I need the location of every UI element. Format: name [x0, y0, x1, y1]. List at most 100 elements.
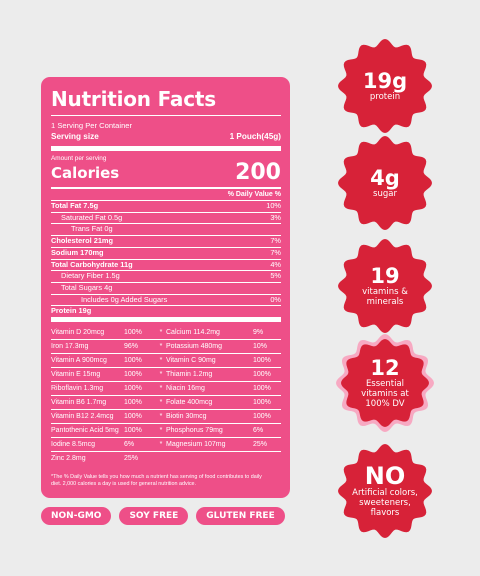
nutrient-dv: 10% — [266, 201, 281, 210]
nutrient-name: Total Fat 7.5g — [51, 201, 99, 210]
badge-caption: Artificial colors, sweeteners, flavors — [352, 488, 418, 518]
scalloped-badge-shape — [338, 444, 432, 538]
non-gmo-pill: NON-GMO — [41, 507, 112, 525]
nutrient-name: Protein 19g — [51, 306, 92, 316]
vitamin-dv: 100% — [253, 357, 271, 365]
vitamin-dv: 100% — [124, 371, 142, 379]
protein-badge: 19g protein — [335, 36, 435, 136]
vitamin-dv: 10% — [253, 343, 268, 351]
nutrition-facts-panel: Nutrition Facts 1 Serving Per Container … — [41, 77, 290, 498]
vitamin-dv: 100% — [124, 385, 142, 393]
vitamin-row: Iodine 8.5mcg 6% * — [51, 438, 166, 453]
nutrient-name: Includes 0g Added Sugars — [81, 294, 168, 304]
divider — [51, 258, 281, 260]
vitamin-dv: 100% — [124, 413, 142, 421]
nutrient-row: Dietary Fiber 1.5g 5% — [51, 271, 281, 282]
vitamin-row: Thiamin 1.2mg 100% — [166, 368, 281, 383]
badge-caption: protein — [369, 92, 401, 102]
vitamin-name: Pantothenic Acid 5mg — [51, 427, 119, 435]
vitamin-name: Iron 17.3mg — [51, 343, 89, 351]
vitamin-name: Potassium 480mg — [166, 343, 223, 351]
vitamin-name: Zinc 2.8mg — [51, 455, 86, 463]
badge-value: 19g — [362, 69, 408, 93]
nutrient-dv: 5% — [270, 271, 281, 281]
divider — [51, 293, 281, 295]
separator-asterisk: * — [159, 413, 163, 421]
separator-asterisk: * — [159, 399, 163, 407]
vitamin-dv: 100% — [124, 357, 142, 365]
nutrient-row: Cholesterol 21mg 7% — [51, 236, 281, 247]
calories-row: Calories 200 — [51, 160, 281, 187]
nutrient-name: Total Sugars 4g — [61, 282, 113, 292]
nutrient-name: Total Carbohydrate 11g — [51, 259, 133, 269]
vitamin-dv: 6% — [124, 441, 135, 449]
divider — [51, 305, 281, 307]
vitamin-row: Biotin 30mcg 100% — [166, 410, 281, 425]
vitamins-minerals-badge: 19 vitamins & minerals — [335, 236, 435, 336]
vitamin-name: Folate 400mcg — [166, 399, 213, 407]
divider — [51, 211, 281, 213]
scalloped-badge-shape — [336, 334, 434, 432]
serving-size-label: Serving size — [51, 132, 99, 141]
nutrient-row: Total Fat 7.5g 10% — [51, 201, 281, 212]
badge-value: NO — [364, 462, 406, 490]
divider-thick — [51, 146, 281, 151]
nutrient-row: Saturated Fat 0.5g 3% — [51, 213, 281, 224]
badge-caption: vitamins & minerals — [362, 287, 408, 307]
vitamin-row: Vitamin C 90mg 100% — [166, 354, 281, 369]
vitamin-row: Magnesium 107mg 25% — [166, 438, 281, 453]
nutrient-name: Dietary Fiber 1.5g — [61, 271, 120, 281]
servings-per-container: 1 Serving Per Container — [51, 121, 133, 130]
separator-blank — [156, 452, 166, 465]
divider — [51, 223, 281, 225]
vitamin-grid: Vitamin D 20mcg 100% * Iron 17.3mg 96% * Vitam… — [51, 326, 281, 465]
vitamin-dv: 100% — [124, 329, 142, 337]
nutrient-row: Sodium 170mg 7% — [51, 248, 281, 259]
vitamin-row: Calcium 114.2mg 9% — [166, 326, 281, 341]
vitamin-row: Vitamin D 20mcg 100% * — [51, 326, 166, 341]
vitamin-name: Vitamin D 20mcg — [51, 329, 105, 337]
divider-medium — [51, 187, 281, 189]
vitamin-row: Vitamin E 15mg 100% * — [51, 368, 166, 383]
scalloped-badge-shape — [338, 239, 432, 333]
badge-fill — [338, 239, 432, 333]
nutrient-dv: 7% — [270, 236, 281, 246]
separator-asterisk: * — [159, 343, 163, 351]
serving-size-row: Serving size 1 Pouch(45g) — [51, 131, 281, 146]
badge-fill — [338, 136, 432, 230]
divider — [51, 281, 281, 283]
badge-value: 12 — [370, 356, 400, 380]
vitamin-row: Vitamin B6 1.7mg 100% * — [51, 396, 166, 411]
nutrient-row: Trans Fat 0g — [51, 224, 281, 235]
nutrition-facts-title: Nutrition Facts — [51, 87, 216, 111]
vitamin-name: Biotin 30mcg — [166, 413, 207, 421]
separator-asterisk: * — [159, 329, 163, 337]
vitamin-dv: 100% — [124, 399, 142, 407]
divider — [51, 200, 281, 201]
badge-fill — [338, 444, 432, 538]
vitamin-row: Niacin 16mg 100% — [166, 382, 281, 397]
calories-value: 200 — [235, 160, 281, 185]
footnote: *The % Daily Value tells you how much a … — [51, 474, 262, 487]
vitamin-column-left: Vitamin D 20mcg 100% * Iron 17.3mg 96% * Vitam… — [51, 326, 166, 465]
sugar-badge: 4g sugar — [335, 133, 435, 233]
vitamin-dv: 100% — [253, 371, 271, 379]
nutrient-dv: 0% — [270, 294, 281, 304]
badge-caption: sugar — [373, 189, 397, 199]
separator-asterisk: * — [159, 441, 163, 449]
vitamin-name: Iodine 8.5mcg — [51, 441, 95, 449]
no-artificial-badge: NO Artificial colors, sweeteners, flavors — [335, 441, 435, 541]
nutrient-dv: 4% — [270, 259, 281, 269]
separator-asterisk: * — [159, 371, 163, 379]
vitamin-row: Zinc 2.8mg 25% — [51, 452, 166, 465]
vitamin-row: Vitamin B12 2.4mcg 100% * — [51, 410, 166, 425]
divider — [51, 115, 281, 116]
scalloped-badge-shape — [338, 39, 432, 133]
nutrient-name: Sodium 170mg — [51, 247, 104, 257]
vitamin-name: Calcium 114.2mg — [166, 329, 220, 337]
claims-row: NON-GMO SOY FREE GLUTEN FREE — [41, 507, 285, 525]
nutrient-dv: 7% — [270, 247, 281, 257]
vitamin-dv: 25% — [253, 441, 268, 449]
vitamin-row: Potassium 480mg 10% — [166, 340, 281, 355]
vitamin-row: Riboflavin 1.3mg 100% * — [51, 382, 166, 397]
